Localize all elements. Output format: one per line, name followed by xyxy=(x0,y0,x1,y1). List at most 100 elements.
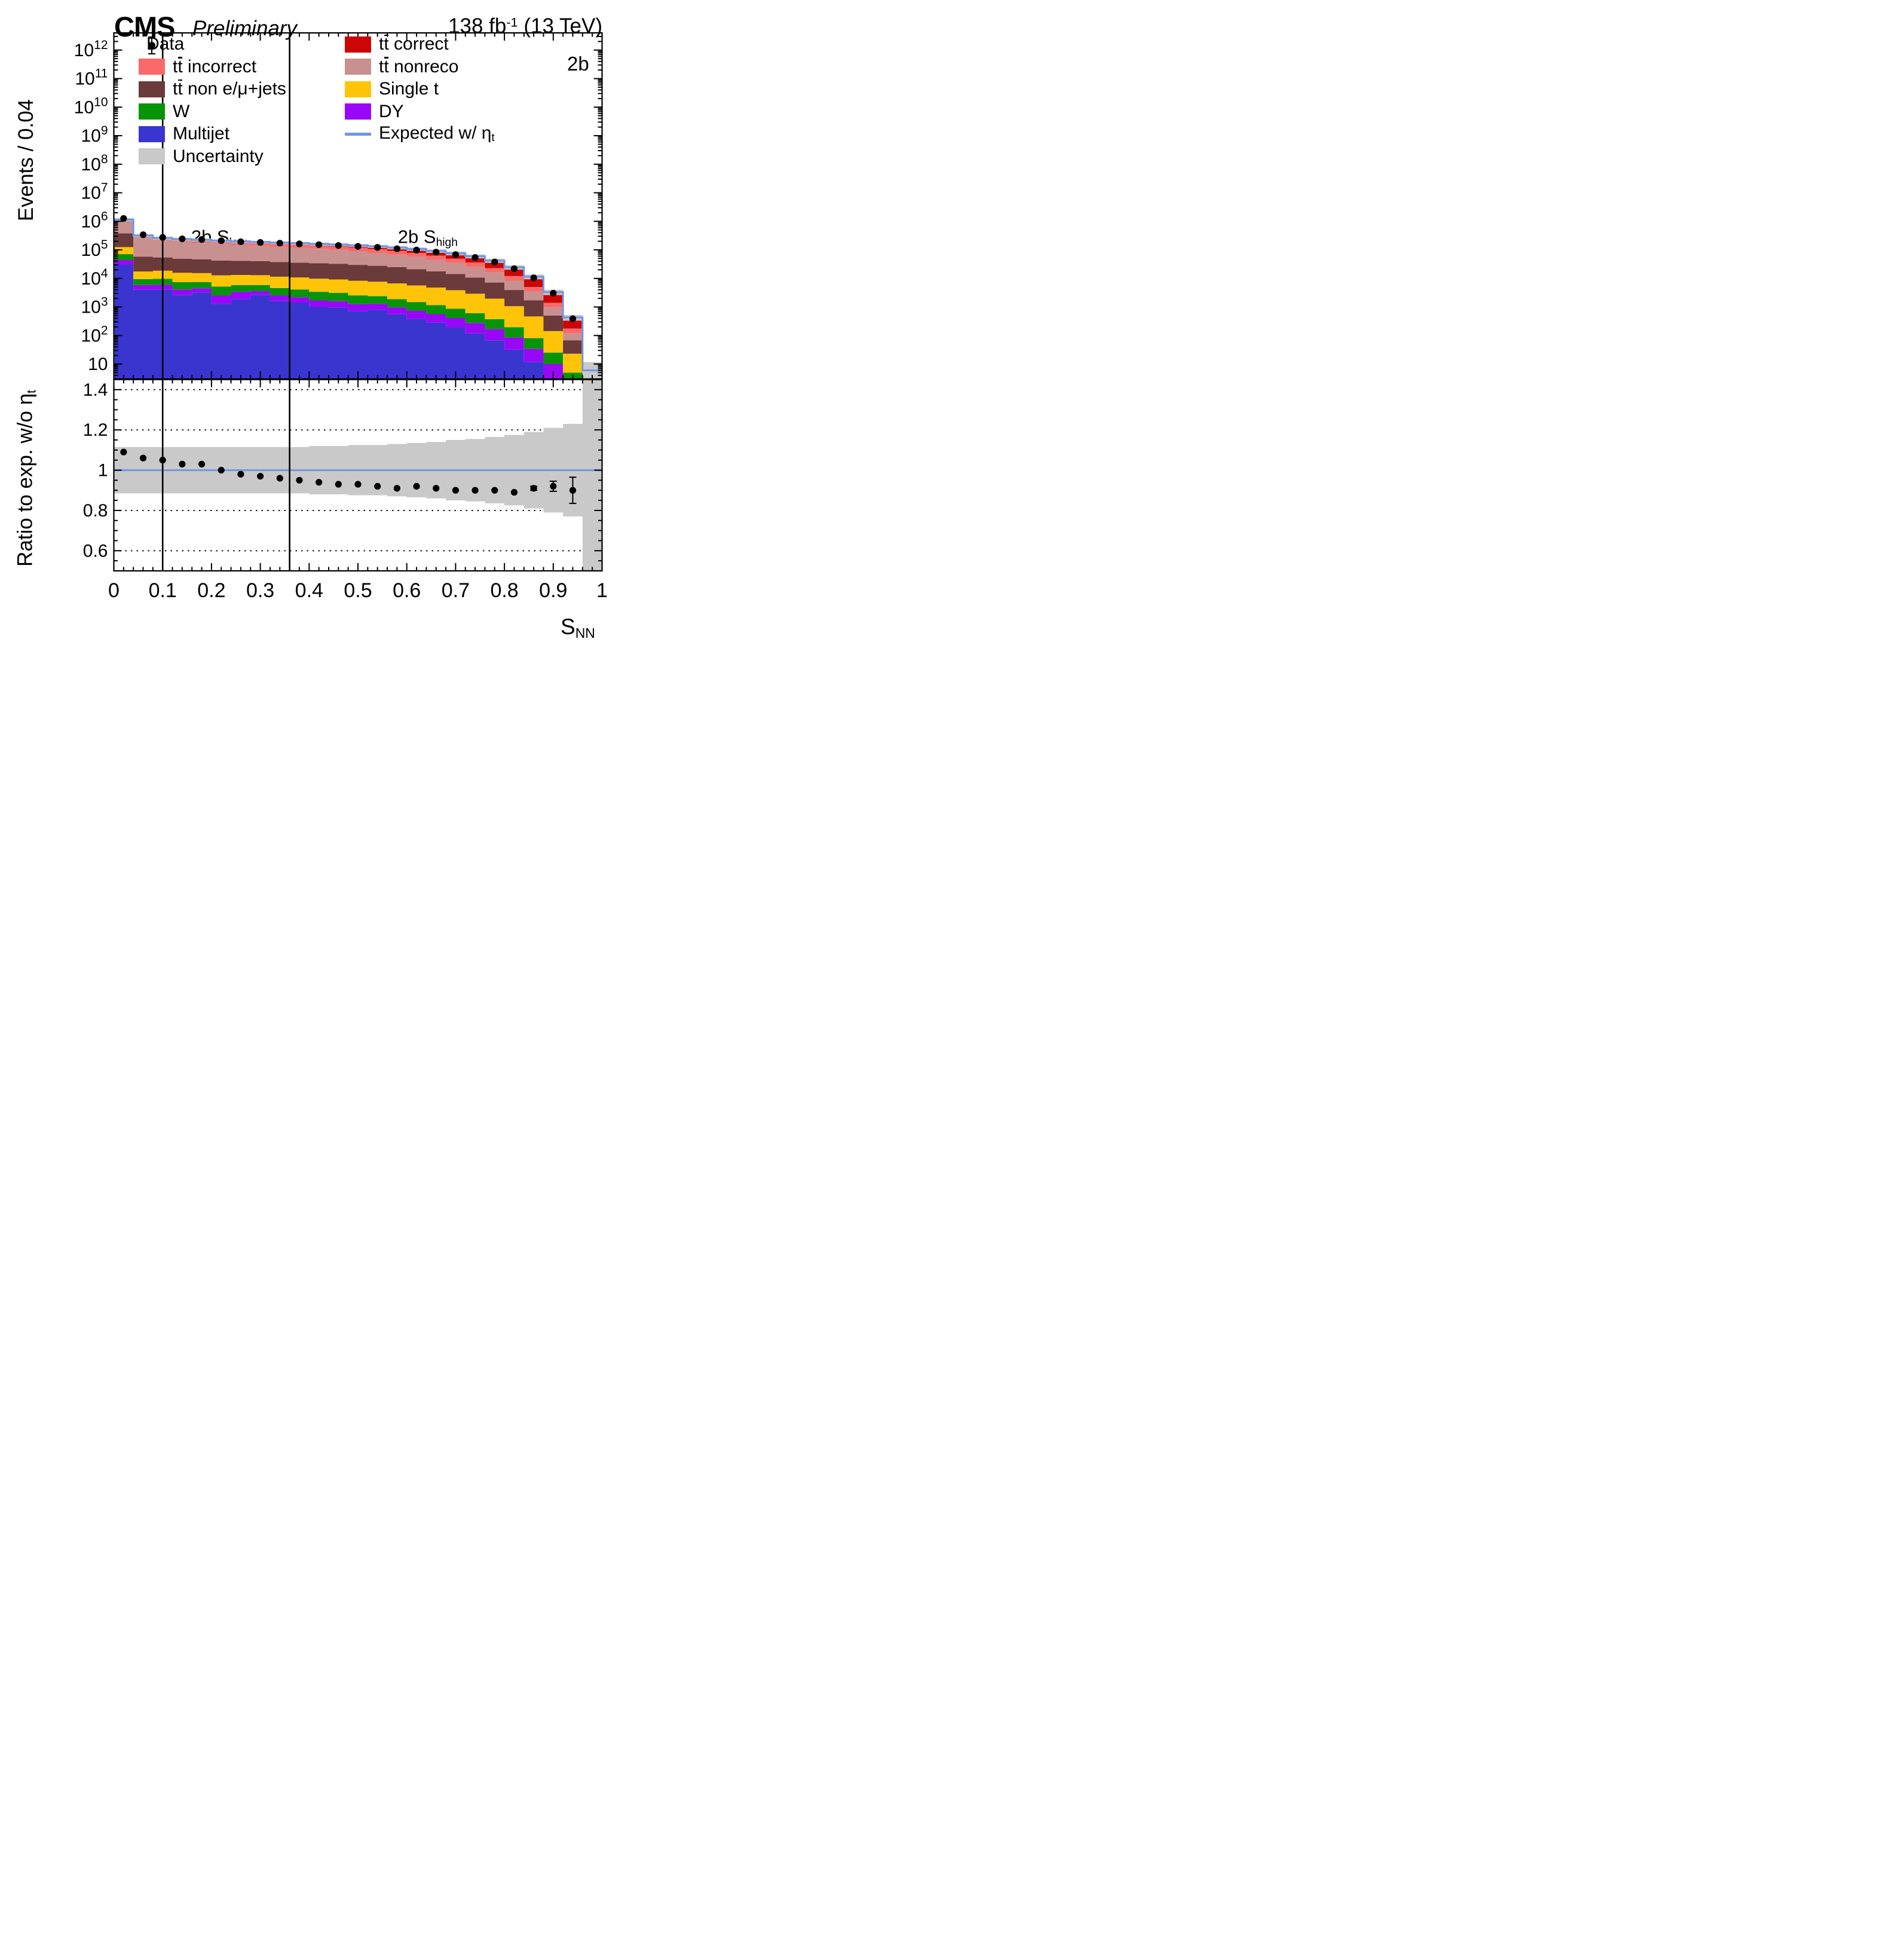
legend-swatch-tt-non-emu-jets xyxy=(139,81,165,97)
svg-text:1012: 1012 xyxy=(74,38,108,60)
legend-swatch-dy xyxy=(345,103,371,120)
plot-canvas: 101021031041051061071081091010101110120.… xyxy=(74,32,608,602)
data-point-ratio xyxy=(296,476,303,484)
data-point-main xyxy=(393,245,400,252)
data-point-main xyxy=(139,231,147,238)
svg-text:1010: 1010 xyxy=(74,95,108,117)
legend-swatch-uncertainty xyxy=(139,148,165,164)
data-point-ratio xyxy=(413,482,420,490)
data-point-ratio xyxy=(237,470,244,478)
svg-text:1.2: 1.2 xyxy=(83,420,108,440)
uncertainty-band-ratio xyxy=(114,380,602,571)
legend-item-tt-non-emu-jets: tt non e/μ+jets xyxy=(139,79,286,99)
legend-item-tt-incorrect: tt incorrect xyxy=(139,56,257,77)
svg-text:1.4: 1.4 xyxy=(83,380,108,400)
legend-item-tt-nonreco: tt nonreco xyxy=(345,56,459,77)
legend-label-multijet: Multijet xyxy=(173,124,230,143)
svg-text:0.6: 0.6 xyxy=(83,541,108,561)
data-point-main xyxy=(335,242,342,249)
legend-item-uncertainty: Uncertainty xyxy=(139,146,264,166)
svg-text:102: 102 xyxy=(81,323,108,345)
legend-item-w: W xyxy=(139,101,190,121)
legend-label-tt-nonreco: tt nonreco xyxy=(379,56,459,77)
data-point-ratio xyxy=(335,481,342,488)
data-point-ratio xyxy=(433,485,440,492)
data-point-main xyxy=(296,240,303,247)
data-point-ratio xyxy=(452,487,460,494)
data-point-main xyxy=(218,237,225,244)
legend-label-single-t: Single t xyxy=(379,79,439,99)
svg-text:0.8: 0.8 xyxy=(490,579,518,602)
svg-text:0.8: 0.8 xyxy=(83,501,108,521)
data-point-ratio xyxy=(316,479,323,486)
stack-layer xyxy=(114,260,602,379)
data-point-main xyxy=(530,274,537,282)
svg-text:0.2: 0.2 xyxy=(197,579,225,602)
data-point-ratio xyxy=(393,485,400,492)
category-tag: 2b xyxy=(567,53,589,75)
svg-text:0.1: 0.1 xyxy=(149,579,177,602)
svg-text:0.7: 0.7 xyxy=(442,579,470,602)
data-point-ratio xyxy=(139,454,147,461)
data-point-main xyxy=(354,243,362,250)
legend-label-uncertainty: Uncertainty xyxy=(173,146,264,166)
svg-text:108: 108 xyxy=(81,152,108,175)
legend-swatch-tt-incorrect xyxy=(139,59,165,75)
region-label-shigh: 2b Shigh xyxy=(397,226,458,249)
legend-swatch-single-t xyxy=(345,81,371,97)
svg-text:103: 103 xyxy=(81,295,108,317)
data-point-main xyxy=(413,246,420,254)
data-point-ratio xyxy=(179,460,186,468)
data-point-ratio xyxy=(374,482,381,490)
experiment-label: CMS xyxy=(114,11,175,42)
legend-label-expected: Expected w/ ηt xyxy=(379,123,495,144)
svg-text:0: 0 xyxy=(108,579,120,602)
legend-swatch-tt-nonreco xyxy=(345,59,371,75)
data-point-main xyxy=(510,265,518,273)
data-point-ratio xyxy=(569,476,577,504)
stack-layer xyxy=(114,219,602,376)
data-point-ratio xyxy=(354,481,362,488)
stack-layer xyxy=(114,219,602,379)
legend-marker-data xyxy=(148,36,155,54)
legend-item-data: Data xyxy=(139,35,184,54)
legend-item-tt-correct: tt correct xyxy=(345,34,449,54)
data-point-ratio xyxy=(491,487,498,494)
svg-text:0.9: 0.9 xyxy=(539,579,567,602)
data-point-main xyxy=(374,244,381,251)
legend-item-dy: DY xyxy=(345,102,404,121)
axes: 101021031041051061071081091010101110120.… xyxy=(74,32,608,602)
stack-layer xyxy=(114,233,602,379)
main-panel xyxy=(114,215,602,379)
svg-text:1: 1 xyxy=(596,579,608,602)
data-point-ratio xyxy=(530,485,538,492)
svg-text:109: 109 xyxy=(81,124,108,146)
legend-label-tt-incorrect: tt incorrect xyxy=(173,56,257,77)
stack-layer xyxy=(114,264,602,379)
legend-label-w: W xyxy=(173,101,190,121)
svg-text:106: 106 xyxy=(81,209,108,231)
svg-text:105: 105 xyxy=(81,238,108,260)
data-point-main xyxy=(237,238,244,246)
data-point-ratio xyxy=(257,473,264,480)
data-point-ratio xyxy=(549,481,557,492)
data-point-ratio xyxy=(218,466,225,474)
data-point-main xyxy=(491,258,498,265)
legend-label-tt-non-emu-jets: tt non e/μ+jets xyxy=(173,79,286,99)
x-axis-title: SNN xyxy=(561,614,595,641)
data-point-main xyxy=(257,239,264,246)
data-point-main xyxy=(550,289,557,297)
legend-label-tt-correct: tt correct xyxy=(379,34,449,54)
data-point-main xyxy=(569,315,577,322)
stack-layer xyxy=(114,254,602,379)
legend-line-expected xyxy=(345,132,371,136)
legend-item-expected: Expected w/ ηt xyxy=(345,123,495,144)
svg-text:104: 104 xyxy=(81,267,108,289)
svg-text:1: 1 xyxy=(98,461,108,481)
stack-layer xyxy=(114,247,602,379)
data-point-ratio xyxy=(471,487,479,494)
svg-text:0.6: 0.6 xyxy=(393,579,421,602)
legend-item-single-t: Single t xyxy=(345,80,439,98)
svg-text:0.5: 0.5 xyxy=(344,579,372,602)
data-point-main xyxy=(452,251,460,258)
